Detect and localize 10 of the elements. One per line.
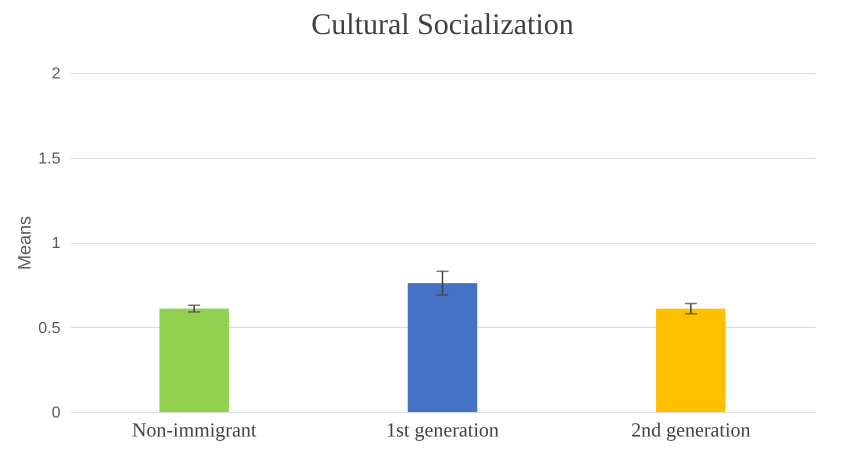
x-tick-label: Non-immigrant — [132, 420, 257, 442]
y-tick-label: 2 — [52, 66, 61, 82]
chart-title: Cultural Socialization — [311, 8, 574, 41]
x-tick-label: 2nd generation — [631, 420, 751, 442]
y-tick-label: 1.5 — [38, 150, 61, 168]
y-tick-label: 1 — [52, 235, 61, 252]
x-tick-label: 1st generation — [386, 420, 499, 442]
y-axis-title: Means — [14, 216, 34, 270]
y-tick-label: 0 — [52, 404, 61, 422]
y-tick-label: 0.5 — [38, 320, 61, 337]
